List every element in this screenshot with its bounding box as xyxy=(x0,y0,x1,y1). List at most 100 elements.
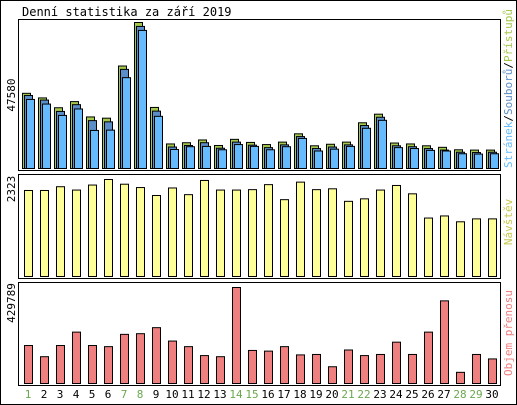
x-tick-day-8: 8 xyxy=(137,388,144,401)
x-tick-day-20: 20 xyxy=(325,388,338,401)
visits-bar-day-18 xyxy=(296,181,305,277)
traffic-bar-day-19 xyxy=(312,353,321,384)
traffic-bar-day-28 xyxy=(456,371,465,384)
legend-hits: Přístupů xyxy=(502,9,515,62)
visits-bar-day-10 xyxy=(168,187,177,277)
traffic-bar-day-4 xyxy=(72,331,81,384)
visits-bar-day-19 xyxy=(312,189,321,277)
pages-bar-day-23 xyxy=(378,119,387,169)
traffic-bar-day-22 xyxy=(360,355,369,384)
pages-bar-day-13 xyxy=(218,149,227,170)
visits-bar-day-23 xyxy=(376,189,385,278)
x-tick-day-13: 13 xyxy=(213,388,226,401)
visits-bar-day-16 xyxy=(264,184,273,277)
pages-bar-day-15 xyxy=(250,145,259,169)
pages-bar-day-27 xyxy=(442,150,451,170)
x-tick-day-3: 3 xyxy=(57,388,64,401)
visits-bar-day-24 xyxy=(392,184,401,277)
x-tick-day-21: 21 xyxy=(341,388,354,401)
visits-bar-day-11 xyxy=(184,194,193,278)
traffic-bar-day-23 xyxy=(376,353,385,384)
traffic-bar-day-27 xyxy=(440,300,449,384)
pages-bar-day-7 xyxy=(122,77,131,169)
traffic-bar-day-26 xyxy=(424,331,433,384)
x-tick-day-28: 28 xyxy=(453,388,466,401)
x-tick-day-25: 25 xyxy=(405,388,418,401)
x-tick-day-18: 18 xyxy=(293,388,306,401)
traffic-bar-day-16 xyxy=(264,350,273,384)
pages-bar-day-8 xyxy=(138,29,147,169)
pages-bar-day-6 xyxy=(106,129,115,170)
traffic-bar-day-17 xyxy=(280,346,289,385)
x-tick-day-17: 17 xyxy=(277,388,290,401)
hits-side-label: Stránek/Souborů/Přístupů xyxy=(502,9,515,168)
traffic-bar-day-7 xyxy=(120,333,129,385)
legend-pages: Stránek xyxy=(502,121,515,168)
x-tick-day-19: 19 xyxy=(309,388,322,401)
x-axis-labels: 1 2 3 4 5 6 7 8 9 10 11 12 13 14 15 16 17 18 19 20 21 22 23 24 2… xyxy=(25,388,499,401)
visits-bar-day-5 xyxy=(88,184,97,277)
x-tick-day-22: 22 xyxy=(357,388,370,401)
x-tick-day-27: 27 xyxy=(437,388,450,401)
hits-ymax-label: 47580 xyxy=(5,78,18,111)
pages-bar-day-11 xyxy=(186,146,195,169)
visits-bar-day-21 xyxy=(344,200,353,278)
x-tick-day-16: 16 xyxy=(261,388,274,401)
legend-files: Souborů xyxy=(502,69,515,115)
x-tick-day-24: 24 xyxy=(389,388,403,401)
x-tick-day-4: 4 xyxy=(73,388,80,401)
pages-bar-day-21 xyxy=(346,145,355,169)
pages-bar-day-17 xyxy=(282,146,291,169)
visits-bar-day-26 xyxy=(424,217,433,277)
x-tick-day-26: 26 xyxy=(421,388,434,401)
x-tick-day-1: 1 xyxy=(25,388,32,401)
visits-bar-day-8 xyxy=(136,187,145,277)
x-tick-day-29: 29 xyxy=(469,388,482,401)
pages-bar-day-29 xyxy=(474,153,483,169)
pages-bar-day-22 xyxy=(362,127,371,170)
traffic-bar-day-9 xyxy=(152,327,161,384)
visits-bar-day-20 xyxy=(328,188,337,277)
visits-bar-day-6 xyxy=(104,179,113,277)
traffic-bar-day-25 xyxy=(408,353,417,384)
visits-bar-day-4 xyxy=(72,189,81,278)
pages-bar-day-30 xyxy=(490,153,499,169)
traffic-bar-day-13 xyxy=(216,356,225,384)
visits-side-label: Návštěv xyxy=(502,198,515,245)
x-tick-day-12: 12 xyxy=(197,388,210,401)
traffic-bar-day-1 xyxy=(24,345,33,385)
visits-bar-day-22 xyxy=(360,198,369,277)
visits-bar-day-2 xyxy=(40,189,49,277)
pages-bar-day-5 xyxy=(90,129,99,169)
visits-bar-day-15 xyxy=(248,189,257,277)
visits-bar-day-9 xyxy=(152,194,161,277)
pages-bar-day-19 xyxy=(314,150,323,170)
traffic-bar-day-20 xyxy=(328,366,337,384)
x-tick-day-7: 7 xyxy=(121,388,128,401)
traffic-bar-day-18 xyxy=(296,354,305,385)
traffic-bar-day-14 xyxy=(232,287,241,384)
pages-bar-day-16 xyxy=(266,149,275,170)
legend-separator-2: / xyxy=(502,62,515,69)
pages-bar-day-4 xyxy=(74,108,83,169)
x-tick-day-5: 5 xyxy=(89,388,96,401)
x-tick-day-6: 6 xyxy=(105,388,112,401)
traffic-bar-day-21 xyxy=(344,349,353,384)
visits-bar-day-13 xyxy=(216,189,225,278)
traffic-side-label: Objem přenosu xyxy=(502,290,515,376)
traffic-bar-day-3 xyxy=(56,345,65,385)
chart-title: Denní statistika za září 2019 xyxy=(22,5,232,19)
x-tick-day-11: 11 xyxy=(181,388,194,401)
traffic-bar-day-24 xyxy=(392,341,401,384)
visits-bar-day-7 xyxy=(120,183,129,277)
visits-bar-day-12 xyxy=(200,179,209,278)
pages-bar-day-18 xyxy=(298,137,307,170)
pages-bar-day-20 xyxy=(330,148,339,170)
x-tick-day-10: 10 xyxy=(165,388,178,401)
traffic-bar-day-5 xyxy=(88,345,97,385)
panel-traffic-frame xyxy=(18,282,501,386)
panel-visits-frame xyxy=(18,174,501,279)
visits-bar-day-3 xyxy=(56,186,65,277)
pages-bar-day-28 xyxy=(458,153,467,169)
